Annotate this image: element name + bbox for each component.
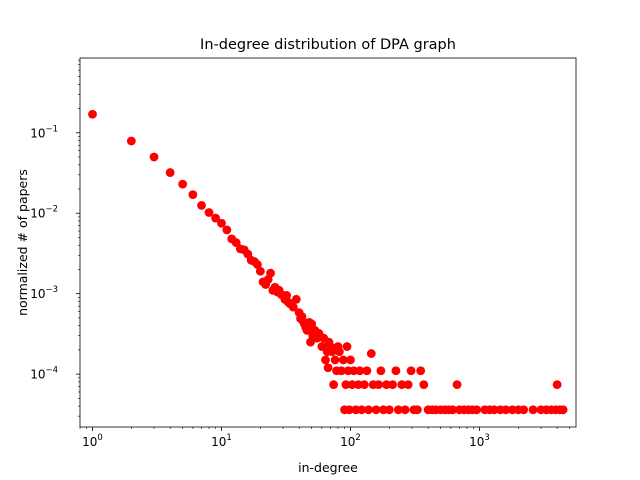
data-point bbox=[282, 291, 292, 300]
data-point bbox=[357, 405, 367, 415]
data-point bbox=[288, 302, 298, 312]
data-point bbox=[374, 380, 383, 390]
data-point bbox=[217, 218, 226, 228]
data-point bbox=[397, 380, 407, 390]
data-point bbox=[253, 260, 262, 269]
data-point bbox=[406, 366, 416, 376]
data-point bbox=[489, 405, 499, 415]
data-point bbox=[255, 266, 265, 276]
data-point bbox=[501, 405, 511, 415]
x-axis-label: in-degree bbox=[298, 460, 358, 475]
data-point bbox=[188, 190, 198, 200]
data-point bbox=[359, 380, 369, 390]
data-point bbox=[382, 380, 391, 390]
data-point bbox=[528, 405, 538, 415]
data-point bbox=[448, 405, 458, 415]
data-point bbox=[366, 349, 376, 358]
data-point bbox=[334, 347, 344, 357]
data-point bbox=[211, 213, 220, 223]
data-point bbox=[165, 168, 175, 177]
data-point bbox=[472, 405, 482, 415]
data-point bbox=[452, 380, 462, 390]
data-point bbox=[330, 355, 340, 365]
data-point bbox=[222, 225, 232, 235]
data-point bbox=[291, 294, 301, 304]
data-point bbox=[412, 405, 422, 415]
data-point bbox=[403, 380, 413, 390]
data-point bbox=[336, 366, 346, 376]
data-point bbox=[323, 363, 333, 373]
data-point bbox=[327, 347, 337, 357]
data-point bbox=[416, 366, 426, 376]
data-point bbox=[344, 405, 354, 415]
data-point bbox=[346, 355, 355, 365]
data-point bbox=[388, 380, 397, 390]
data-point bbox=[552, 380, 562, 390]
data-point bbox=[376, 366, 386, 376]
data-point bbox=[266, 268, 275, 278]
data-point bbox=[204, 208, 214, 217]
plot-frame bbox=[79, 57, 577, 428]
data-point bbox=[178, 179, 188, 189]
data-point bbox=[329, 380, 339, 390]
data-point bbox=[149, 152, 159, 162]
data-point bbox=[231, 238, 241, 248]
data-point bbox=[88, 109, 97, 119]
data-point bbox=[341, 380, 351, 390]
data-point bbox=[355, 366, 365, 376]
data-point bbox=[347, 380, 357, 390]
chart-title: In-degree distribution of DPA graph bbox=[200, 37, 456, 53]
data-point bbox=[393, 405, 403, 415]
data-point bbox=[419, 380, 429, 390]
data-point bbox=[321, 355, 330, 365]
data-point bbox=[519, 405, 529, 415]
data-point bbox=[391, 366, 401, 376]
data-point bbox=[384, 405, 394, 415]
data-point bbox=[364, 405, 373, 415]
y-axis-label: normalized # of papers bbox=[15, 169, 30, 316]
data-point bbox=[338, 355, 348, 365]
data-point bbox=[362, 366, 372, 376]
data-point bbox=[558, 405, 568, 415]
data-point bbox=[371, 405, 381, 415]
data-points bbox=[88, 109, 568, 415]
data-point bbox=[197, 201, 206, 210]
data-point bbox=[342, 342, 352, 351]
data-point bbox=[400, 405, 410, 415]
data-point bbox=[126, 136, 136, 146]
